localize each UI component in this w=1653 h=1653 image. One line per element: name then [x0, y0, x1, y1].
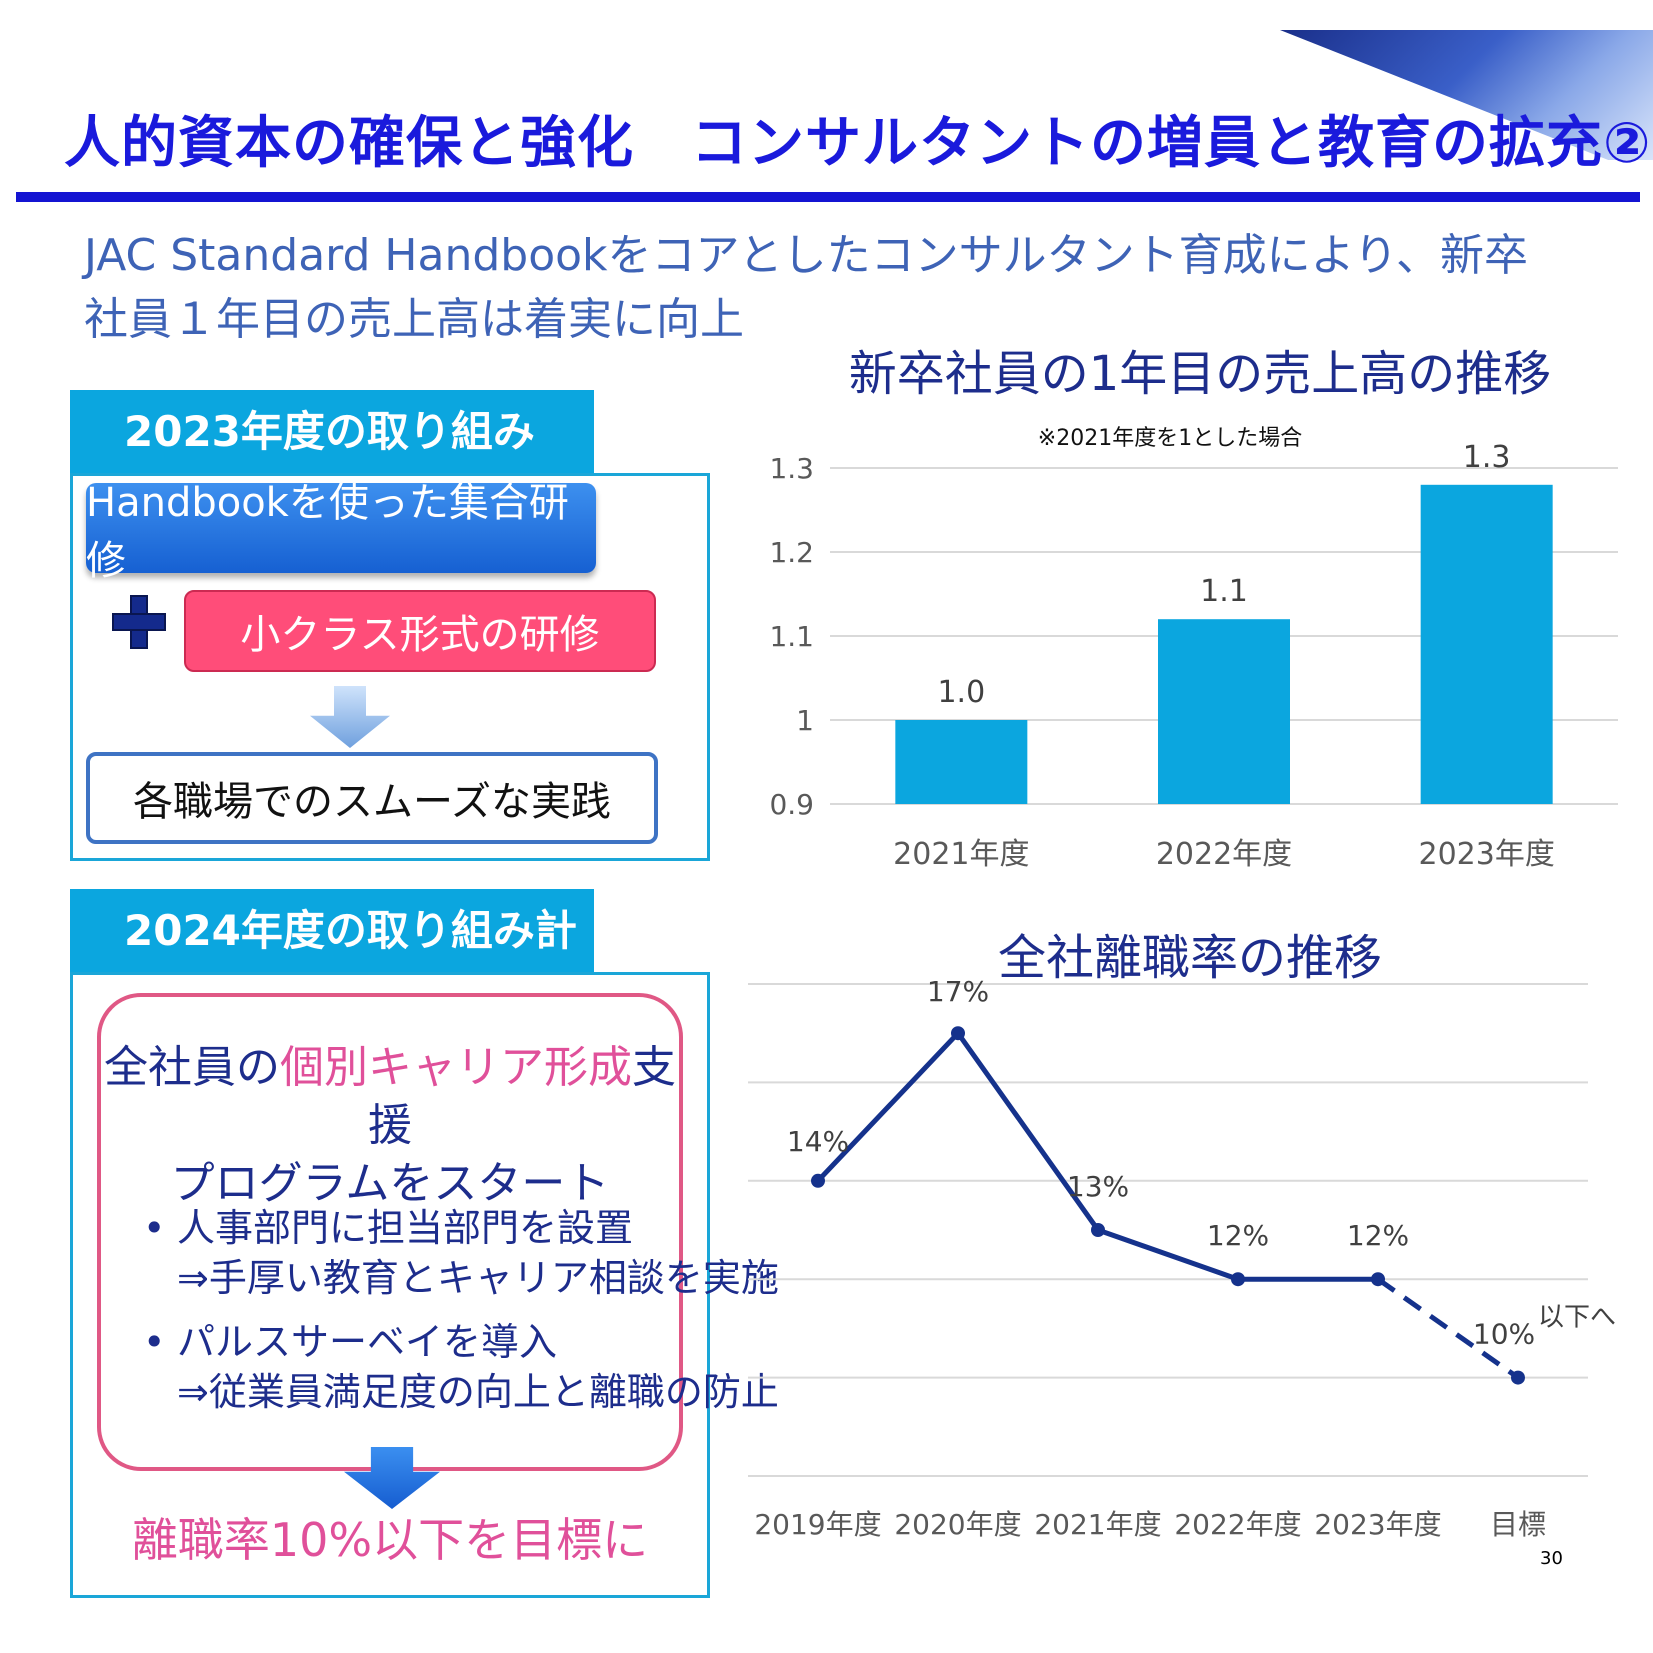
- x-tick-label: 2021年度: [893, 837, 1029, 872]
- plus-icon: [112, 595, 166, 649]
- title-rule: [16, 192, 1640, 202]
- list-item: 人事部門に担当部門を設置 ⇒手厚い教育とキャリア相談を実施: [141, 1203, 779, 1303]
- list-item: パルスサーベイを導入 ⇒従業員満足度の向上と離職の防止: [141, 1317, 779, 1417]
- y-tick-label: 1.1: [769, 620, 814, 653]
- x-tick-label: 2022年度: [1174, 1508, 1301, 1541]
- data-label: 1.0: [937, 675, 985, 710]
- page-title: 人的資本の確保と強化 コンサルタントの増員と教育の拡充②: [64, 111, 1652, 176]
- program-suffix: 支援: [368, 1042, 676, 1151]
- data-point: [811, 1173, 825, 1188]
- bullet-line1: 人事部門に担当部門を設置: [177, 1206, 634, 1250]
- bar: [1158, 619, 1290, 804]
- target-annotation: 以下へ: [1538, 1303, 1616, 1333]
- page-number: 30: [1540, 1548, 1563, 1569]
- bar-chart: 0.9 1 1.1 1.2 1.3 1.0 2021年度 1.1 2022年度 1.3 2023年度: [769, 440, 1618, 872]
- bullet-line2: ⇒従業員満足度の向上と離職の防止: [177, 1370, 779, 1414]
- small-class-training-box: 小クラス形式の研修: [184, 590, 656, 672]
- bullet-line2: ⇒手厚い教育とキャリア相談を実施: [177, 1256, 779, 1300]
- career-program-box: 全社員の個別キャリア形成支援 プログラムをスタート 人事部門に担当部門を設置 ⇒…: [97, 993, 779, 1471]
- bar-chart-subtitle: ※2021年度を1とした場合: [1037, 426, 1303, 451]
- y-tick-label: 1.3: [769, 452, 814, 485]
- data-label: 12%: [1347, 1219, 1409, 1252]
- section-2024-heading: 2024年度の取り組み計画: [70, 889, 594, 1039]
- x-tick-label: 2023年度: [1314, 1508, 1441, 1541]
- data-label: 10%: [1473, 1318, 1535, 1351]
- data-label: 1.3: [1463, 440, 1511, 475]
- x-tick-label: 2020年度: [894, 1508, 1021, 1541]
- x-tick-label: 2023年度: [1418, 837, 1554, 872]
- y-tick-label: 1.2: [769, 536, 814, 569]
- data-point: [1511, 1370, 1525, 1385]
- data-label: 13%: [1067, 1170, 1129, 1203]
- target-dashed-line: [1376, 1277, 1520, 1380]
- line-chart: 14% 2019年度 17% 2020年度 13% 2021年度 12% 2022年度 12% 2…: [748, 975, 1616, 1541]
- bar: [895, 720, 1028, 804]
- y-tick-label: 0.9: [769, 788, 814, 821]
- data-label: 12%: [1207, 1219, 1269, 1252]
- program-highlight: 個別キャリア形成: [280, 1042, 632, 1093]
- program-bullet-list: 人事部門に担当部門を設置 ⇒手厚い教育とキャリア相談を実施 パルスサーベイを導入…: [141, 1203, 779, 1431]
- turnover-goal-text: 離職率10%以下を目標に: [131, 1513, 649, 1567]
- series-line: [816, 1029, 1378, 1282]
- lead-text: JAC Standard Handbookをコアとしたコンサルタント育成により、…: [84, 230, 1528, 345]
- x-tick-label: 目標: [1490, 1508, 1546, 1541]
- group-training-box: Handbookを使った集合研修: [86, 480, 596, 584]
- section-2023-heading: 2023年度の取り組み: [70, 390, 594, 474]
- bullet-line1: パルスサーベイを導入: [177, 1320, 558, 1364]
- data-label: 1.1: [1200, 574, 1248, 609]
- x-tick-label: 2019年度: [754, 1508, 881, 1541]
- program-line2: プログラムをスタート: [170, 1158, 610, 1209]
- bar-chart-title: 新卒社員の1年目の売上高の推移: [848, 346, 1552, 402]
- x-tick-label: 2022年度: [1156, 837, 1292, 872]
- x-tick-label: 2021年度: [1034, 1508, 1161, 1541]
- y-tick-label: 1: [796, 704, 814, 737]
- program-prefix: 全社員の: [104, 1042, 280, 1093]
- data-point: [1091, 1223, 1105, 1237]
- bar: [1420, 484, 1553, 804]
- career-program-heading: 全社員の個別キャリア形成支援 プログラムをスタート: [101, 1039, 679, 1213]
- section-2023-panel: [70, 473, 710, 861]
- data-label: 17%: [927, 975, 989, 1008]
- data-label: 14%: [787, 1125, 849, 1158]
- line-chart-title: 全社離職率の推移: [997, 930, 1382, 986]
- data-point: [951, 1026, 965, 1041]
- workplace-practice-box: 各職場でのスムーズな実践: [86, 752, 658, 844]
- data-point: [1371, 1272, 1385, 1287]
- data-point: [1231, 1272, 1245, 1287]
